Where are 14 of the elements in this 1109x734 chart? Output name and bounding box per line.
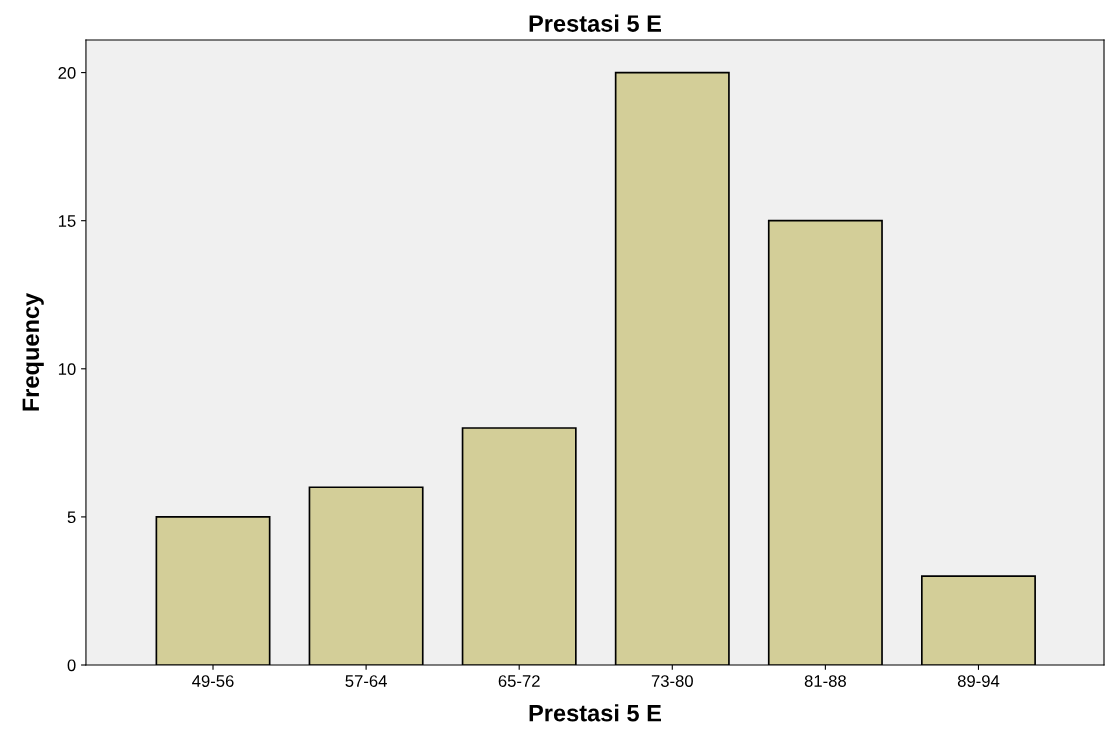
y-axis-title: Frequency (22, 292, 44, 411)
x-axis-title: Prestasi 5 E (529, 704, 661, 722)
x-tick-label: 65-72 (498, 675, 540, 687)
y-tick-label: 20 (58, 66, 76, 79)
y-tick-label: 5 (67, 511, 76, 524)
x-tick-label: 57-64 (345, 675, 387, 687)
x-tick-label: 73-80 (651, 675, 693, 687)
y-tick-label: 0 (67, 659, 76, 672)
y-tick-label: 15 (58, 215, 76, 227)
x-tick-label: 89-94 (957, 675, 1000, 687)
y-tick-label: 10 (58, 363, 76, 375)
x-tick-label: 49-56 (192, 675, 234, 687)
chart-title: Prestasi 5 E (529, 14, 661, 32)
x-tick-label: 81-88 (804, 675, 846, 687)
